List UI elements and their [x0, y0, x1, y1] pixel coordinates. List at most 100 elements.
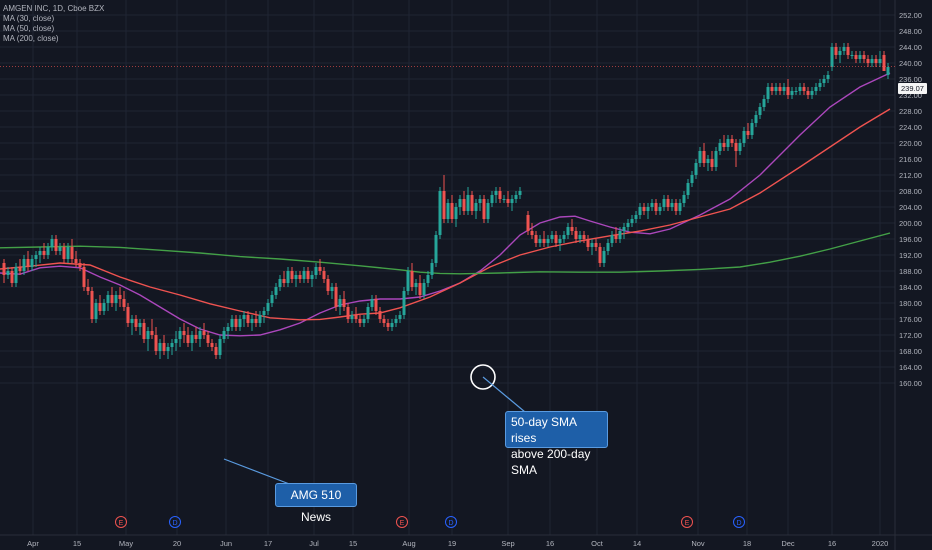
candle-body	[334, 287, 338, 307]
candle-body	[50, 239, 54, 247]
candle-body	[350, 315, 354, 319]
candle-body	[426, 275, 430, 283]
candle-body	[782, 87, 786, 91]
candle-body	[794, 91, 798, 92]
candle-body	[122, 299, 126, 307]
candle-body	[202, 331, 206, 335]
candle-body	[46, 247, 50, 255]
candle-body	[758, 107, 762, 115]
candle-body	[242, 315, 246, 319]
candle-body	[6, 271, 10, 275]
legend-symbol: AMGEN INC, 1D, Cboe BZX	[3, 4, 105, 13]
candle-body	[346, 307, 350, 319]
candle-body	[338, 299, 342, 307]
candle-body	[826, 75, 830, 79]
candle-body	[734, 143, 738, 151]
candle-body	[574, 231, 578, 239]
candle-body	[342, 299, 346, 307]
chart-legend: AMGEN INC, 1D, Cboe BZX MA (30, close) M…	[3, 4, 104, 44]
candle-body	[858, 55, 862, 59]
callout-pointer	[223, 458, 293, 486]
candle-body	[698, 151, 702, 163]
candle-body	[134, 319, 138, 327]
candle-body	[502, 199, 506, 200]
candle-body	[414, 283, 418, 287]
candle-body	[422, 283, 426, 295]
y-tick-label: 188.00	[899, 267, 922, 276]
x-tick-label: 14	[633, 539, 641, 548]
candle-body	[810, 91, 814, 95]
candle-body	[278, 279, 282, 287]
ma-line-200	[0, 232, 891, 275]
y-tick-label: 204.00	[899, 203, 922, 212]
candle-body	[318, 267, 322, 271]
candle-body	[634, 215, 638, 219]
candle-body	[210, 343, 214, 347]
y-tick-label: 220.00	[899, 139, 922, 148]
candle-body	[410, 271, 414, 287]
candle-body	[530, 231, 534, 235]
candle-body	[170, 343, 174, 347]
candle-body	[494, 191, 498, 195]
candle-body	[570, 227, 574, 231]
candle-body	[258, 315, 262, 323]
candle-body	[98, 303, 102, 311]
candle-body	[578, 235, 582, 239]
candle-body	[54, 239, 58, 251]
candle-body	[774, 87, 778, 91]
candle-body	[262, 311, 266, 315]
candle-body	[174, 339, 178, 343]
candle-body	[434, 235, 438, 263]
candle-body	[10, 271, 14, 283]
candle-body	[714, 151, 718, 167]
last-price-tag: 239.07	[898, 83, 927, 94]
candle-body	[78, 263, 82, 267]
candle-body	[618, 231, 622, 239]
x-tick-label: 2020	[872, 539, 889, 548]
candle-body	[546, 239, 550, 243]
y-tick-label: 164.00	[899, 363, 922, 372]
candle-body	[854, 55, 858, 59]
candle-body	[274, 287, 278, 295]
dividend-marker-label: D	[736, 520, 741, 527]
y-tick-label: 192.00	[899, 251, 922, 260]
candle-body	[74, 259, 78, 263]
candle-body	[566, 227, 570, 235]
candle-body	[34, 255, 38, 259]
x-tick-label: 19	[448, 539, 456, 548]
candle-body	[562, 235, 566, 239]
candle-body	[694, 163, 698, 175]
earnings-marker	[115, 516, 127, 528]
candle-body	[354, 315, 358, 319]
candle-body	[158, 343, 162, 351]
candle-body	[746, 131, 750, 135]
candle-body	[626, 223, 630, 227]
legend-ma30: MA (30, close)	[3, 14, 55, 23]
candle-body	[678, 203, 682, 211]
candle-body	[114, 295, 118, 303]
candle-body	[270, 295, 274, 303]
dividend-marker	[733, 516, 745, 528]
candle-body	[394, 319, 398, 323]
candle-body	[110, 295, 114, 303]
candle-body	[658, 207, 662, 211]
ma-line-30	[0, 72, 891, 337]
y-tick-label: 228.00	[899, 107, 922, 116]
y-tick-label: 236.00	[899, 75, 922, 84]
candle-body	[822, 79, 826, 83]
candle-body	[438, 191, 442, 235]
candle-body	[878, 59, 882, 63]
candle-body	[686, 183, 690, 195]
x-tick-label: Jul	[309, 539, 319, 548]
candle-body	[186, 335, 190, 343]
candle-body	[674, 203, 678, 211]
candle-body	[14, 267, 18, 283]
candle-body	[154, 335, 158, 351]
y-tick-label: 216.00	[899, 155, 922, 164]
candle-body	[882, 55, 886, 71]
x-tick-label: Oct	[591, 539, 604, 548]
candle-body	[842, 47, 846, 51]
legend-ma200: MA (200, close)	[3, 34, 59, 43]
dividend-marker-label: D	[172, 520, 177, 527]
